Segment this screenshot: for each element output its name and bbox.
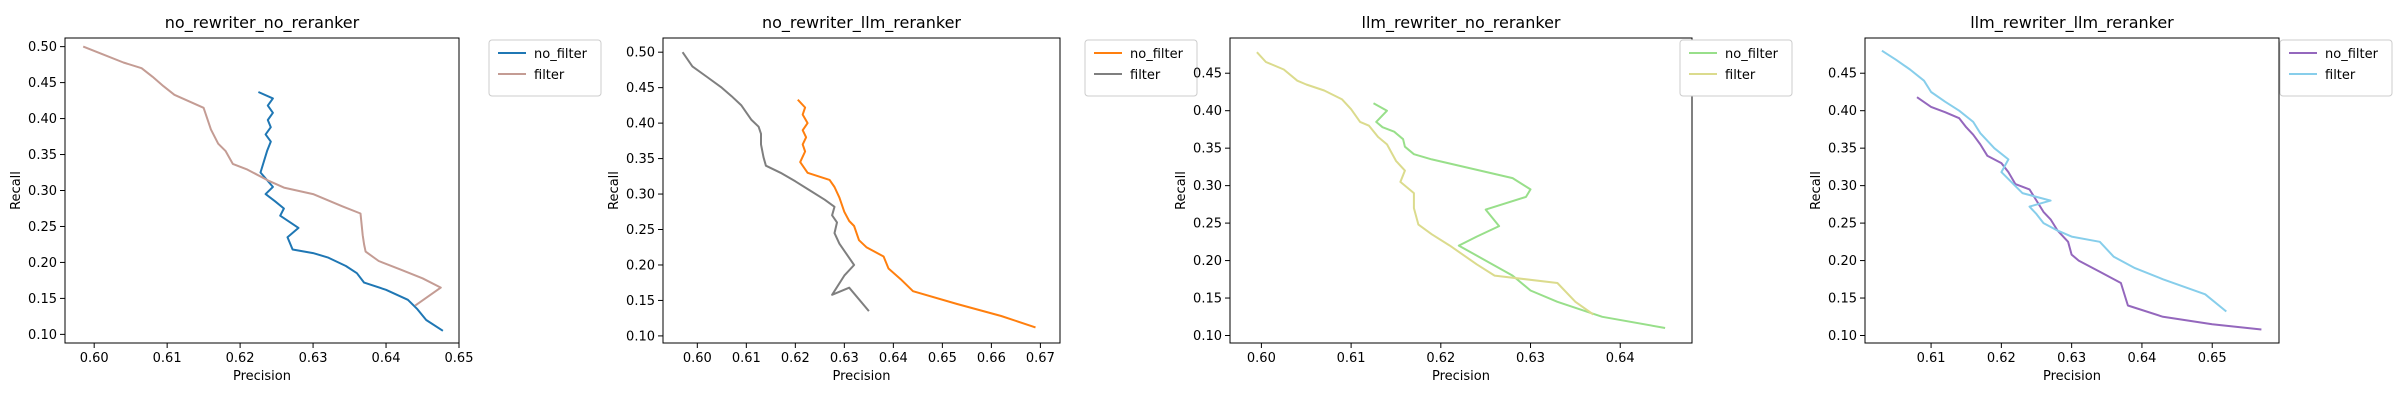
y-tick-label: 0.35: [1828, 142, 1857, 157]
x-axis-label: Precision: [1432, 369, 1490, 384]
x-tick-label: 0.62: [1987, 351, 2016, 366]
legend-label-no_filter: no_filter: [534, 47, 588, 62]
y-axis-label: Recall: [9, 171, 24, 210]
y-tick-label: 0.40: [1828, 104, 1857, 119]
series-line-filter: [1881, 49, 2227, 313]
y-tick-label: 0.10: [626, 329, 655, 344]
y-tick-label: 0.35: [1193, 142, 1222, 157]
y-tick-label: 0.15: [28, 292, 57, 307]
legend-label-no_filter: no_filter: [2325, 47, 2379, 62]
series-line-filter: [82, 45, 442, 307]
y-tick-label: 0.10: [1193, 329, 1222, 344]
y-tick-label: 0.45: [1193, 67, 1222, 82]
chart-2: 0.60 0.61 0.62 0.63 0.64 0.65 0.66 0.67 0.10 0.15…: [607, 13, 1198, 384]
y-tick-label: 0.25: [626, 223, 655, 238]
y-tick-label: 0.15: [626, 294, 655, 309]
y-tick-label: 0.35: [626, 152, 655, 167]
y-tick-label: 0.30: [626, 188, 655, 203]
x-tick-label: 0.61: [153, 351, 182, 366]
y-tick-label: 0.30: [28, 184, 57, 199]
x-tick-label: 0.60: [1247, 351, 1276, 366]
plot-frame: [1864, 37, 2280, 344]
series-line-no_filter: [257, 91, 444, 332]
legend-label-filter: filter: [534, 68, 565, 83]
y-tick-label: 0.50: [626, 46, 655, 61]
plot-frame: [64, 37, 460, 344]
y-tick-label: 0.30: [1828, 179, 1857, 194]
y-axis-label: Recall: [1809, 171, 1824, 210]
chart-3: 0.60 0.61 0.62 0.63 0.64 0.10 0.15 0.20 0.25 0.30…: [1174, 13, 1793, 384]
x-tick-label: 0.65: [928, 351, 957, 366]
y-tick-label: 0.20: [626, 258, 655, 273]
y-tick-label: 0.25: [1828, 217, 1857, 232]
chart-title: llm_rewriter_llm_reranker: [1970, 13, 2174, 33]
legend-label-filter: filter: [2325, 68, 2356, 83]
chart-title: no_rewriter_no_reranker: [165, 13, 360, 33]
x-tick-label: 0.61: [732, 351, 761, 366]
y-tick-label: 0.10: [28, 328, 57, 343]
x-tick-label: 0.67: [1026, 351, 1055, 366]
y-tick-label: 0.25: [1193, 217, 1222, 232]
x-tick-label: 0.64: [2127, 351, 2156, 366]
x-tick-label: 0.64: [879, 351, 908, 366]
chart-title: llm_rewriter_no_reranker: [1362, 13, 1561, 33]
y-tick-label: 0.10: [1828, 329, 1857, 344]
y-tick-label: 0.20: [28, 256, 57, 271]
y-tick-label: 0.40: [626, 117, 655, 132]
x-axis-label: Precision: [233, 369, 291, 384]
series-line-no_filter: [1373, 102, 1666, 329]
series-line-filter: [1256, 51, 1594, 316]
y-tick-label: 0.45: [626, 81, 655, 96]
y-tick-label: 0.15: [1828, 292, 1857, 307]
legend-label-no_filter: no_filter: [1130, 47, 1184, 62]
x-tick-label: 0.64: [1606, 351, 1635, 366]
series-line-no_filter: [1916, 96, 2262, 331]
x-tick-label: 0.60: [683, 351, 712, 366]
x-tick-label: 0.63: [1516, 351, 1545, 366]
x-axis-label: Precision: [832, 369, 890, 384]
chart-4: 0.61 0.62 0.63 0.64 0.65 0.10 0.15 0.20 0.25 0.30…: [1809, 13, 2393, 384]
y-axis-label: Recall: [607, 171, 622, 210]
y-tick-label: 0.35: [28, 148, 57, 163]
x-tick-label: 0.65: [2198, 351, 2227, 366]
y-tick-label: 0.40: [28, 112, 57, 127]
x-axis-label: Precision: [2043, 369, 2101, 384]
y-tick-label: 0.15: [1193, 292, 1222, 307]
x-tick-label: 0.62: [226, 351, 255, 366]
series-line-no_filter: [797, 99, 1036, 329]
x-tick-label: 0.66: [977, 351, 1006, 366]
plot-frame: [662, 37, 1061, 344]
chart-title: no_rewriter_llm_reranker: [762, 13, 961, 33]
x-tick-label: 0.61: [1337, 351, 1366, 366]
y-axis-label: Recall: [1174, 171, 1189, 210]
y-tick-label: 0.20: [1828, 254, 1857, 269]
legend-label-filter: filter: [1130, 68, 1161, 83]
legend-label-no_filter: no_filter: [1725, 47, 1779, 62]
y-tick-label: 0.25: [28, 220, 57, 235]
legend-label-filter: filter: [1725, 68, 1756, 83]
x-tick-label: 0.61: [1917, 351, 1946, 366]
y-tick-label: 0.20: [1193, 254, 1222, 269]
x-tick-label: 0.63: [830, 351, 859, 366]
x-tick-label: 0.60: [80, 351, 109, 366]
y-tick-label: 0.40: [1193, 104, 1222, 119]
x-tick-label: 0.64: [372, 351, 401, 366]
x-tick-label: 0.63: [299, 351, 328, 366]
plot-frame: [1229, 37, 1693, 344]
x-tick-label: 0.62: [781, 351, 810, 366]
series-line-filter: [681, 51, 870, 312]
x-tick-label: 0.62: [1426, 351, 1455, 366]
x-tick-label: 0.63: [2057, 351, 2086, 366]
chart-1: 0.60 0.61 0.62 0.63 0.64 0.65 0.10 0.15 0.20 0.25…: [9, 13, 602, 384]
y-tick-label: 0.50: [28, 40, 57, 55]
y-tick-label: 0.45: [28, 76, 57, 91]
x-tick-label: 0.65: [445, 351, 474, 366]
y-tick-label: 0.30: [1193, 179, 1222, 194]
y-tick-label: 0.45: [1828, 67, 1857, 82]
